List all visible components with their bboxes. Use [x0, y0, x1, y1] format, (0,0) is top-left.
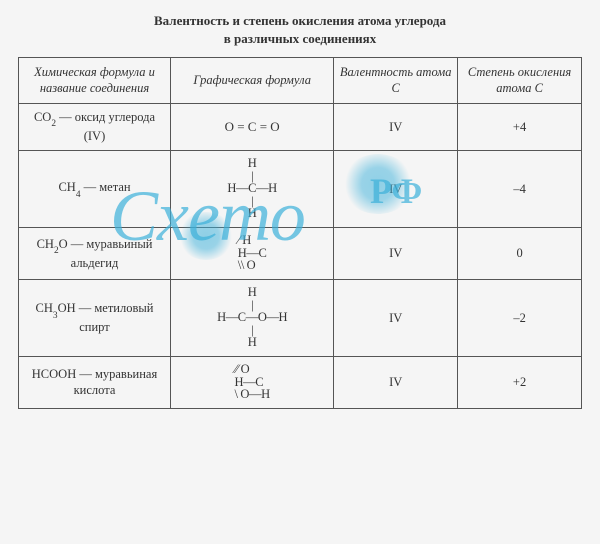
cell-formula-name: CH3OH — метиловый спирт [19, 280, 171, 357]
cell-formula-name: CH2O — муравьиный альдегид [19, 228, 171, 280]
header-formula: Химическая формула и название соединения [19, 58, 171, 104]
cell-valency: IV [334, 357, 458, 409]
cell-graphic-formula: H | H—C—H | H [171, 151, 334, 228]
cell-oxidation: –2 [458, 280, 582, 357]
cell-valency: IV [334, 228, 458, 280]
table-row: CH4 — метан H | H—C—H | H IV–4 [19, 151, 582, 228]
table-row: CH3OH — метиловый спирт H | H—C—O—H | H … [19, 280, 582, 357]
title-line-1: Валентность и степень окисления атома уг… [18, 12, 582, 30]
cell-graphic-formula: O = C = O [171, 103, 334, 151]
table-row: CH2O — муравьиный альдегид ⁄ H H—C \\ O … [19, 228, 582, 280]
cell-oxidation: +4 [458, 103, 582, 151]
table-body: CO2 — оксид углерода (IV)O = C = OIV+4CH… [19, 103, 582, 409]
table-row: HCOOH — муравьиная кислота ⁄⁄ O H—C \ O—… [19, 357, 582, 409]
chemistry-table: Химическая формула и название соединения… [18, 57, 582, 409]
title-line-2: в различных соединениях [18, 30, 582, 48]
cell-graphic-formula: ⁄ H H—C \\ O [171, 228, 334, 280]
cell-oxidation: 0 [458, 228, 582, 280]
cell-formula-name: CO2 — оксид углерода (IV) [19, 103, 171, 151]
cell-formula-name: CH4 — метан [19, 151, 171, 228]
table-row: CO2 — оксид углерода (IV)O = C = OIV+4 [19, 103, 582, 151]
cell-graphic-formula: H | H—C—O—H | H [171, 280, 334, 357]
table-header-row: Химическая формула и название соединения… [19, 58, 582, 104]
header-graphic: Графическая формула [171, 58, 334, 104]
header-oxidation: Степень окисления атома C [458, 58, 582, 104]
cell-valency: IV [334, 280, 458, 357]
cell-formula-name: HCOOH — муравьиная кислота [19, 357, 171, 409]
cell-oxidation: +2 [458, 357, 582, 409]
page-title: Валентность и степень окисления атома уг… [18, 12, 582, 47]
cell-oxidation: –4 [458, 151, 582, 228]
cell-valency: IV [334, 103, 458, 151]
cell-graphic-formula: ⁄⁄ O H—C \ O—H [171, 357, 334, 409]
header-valency: Валентность атома C [334, 58, 458, 104]
cell-valency: IV [334, 151, 458, 228]
